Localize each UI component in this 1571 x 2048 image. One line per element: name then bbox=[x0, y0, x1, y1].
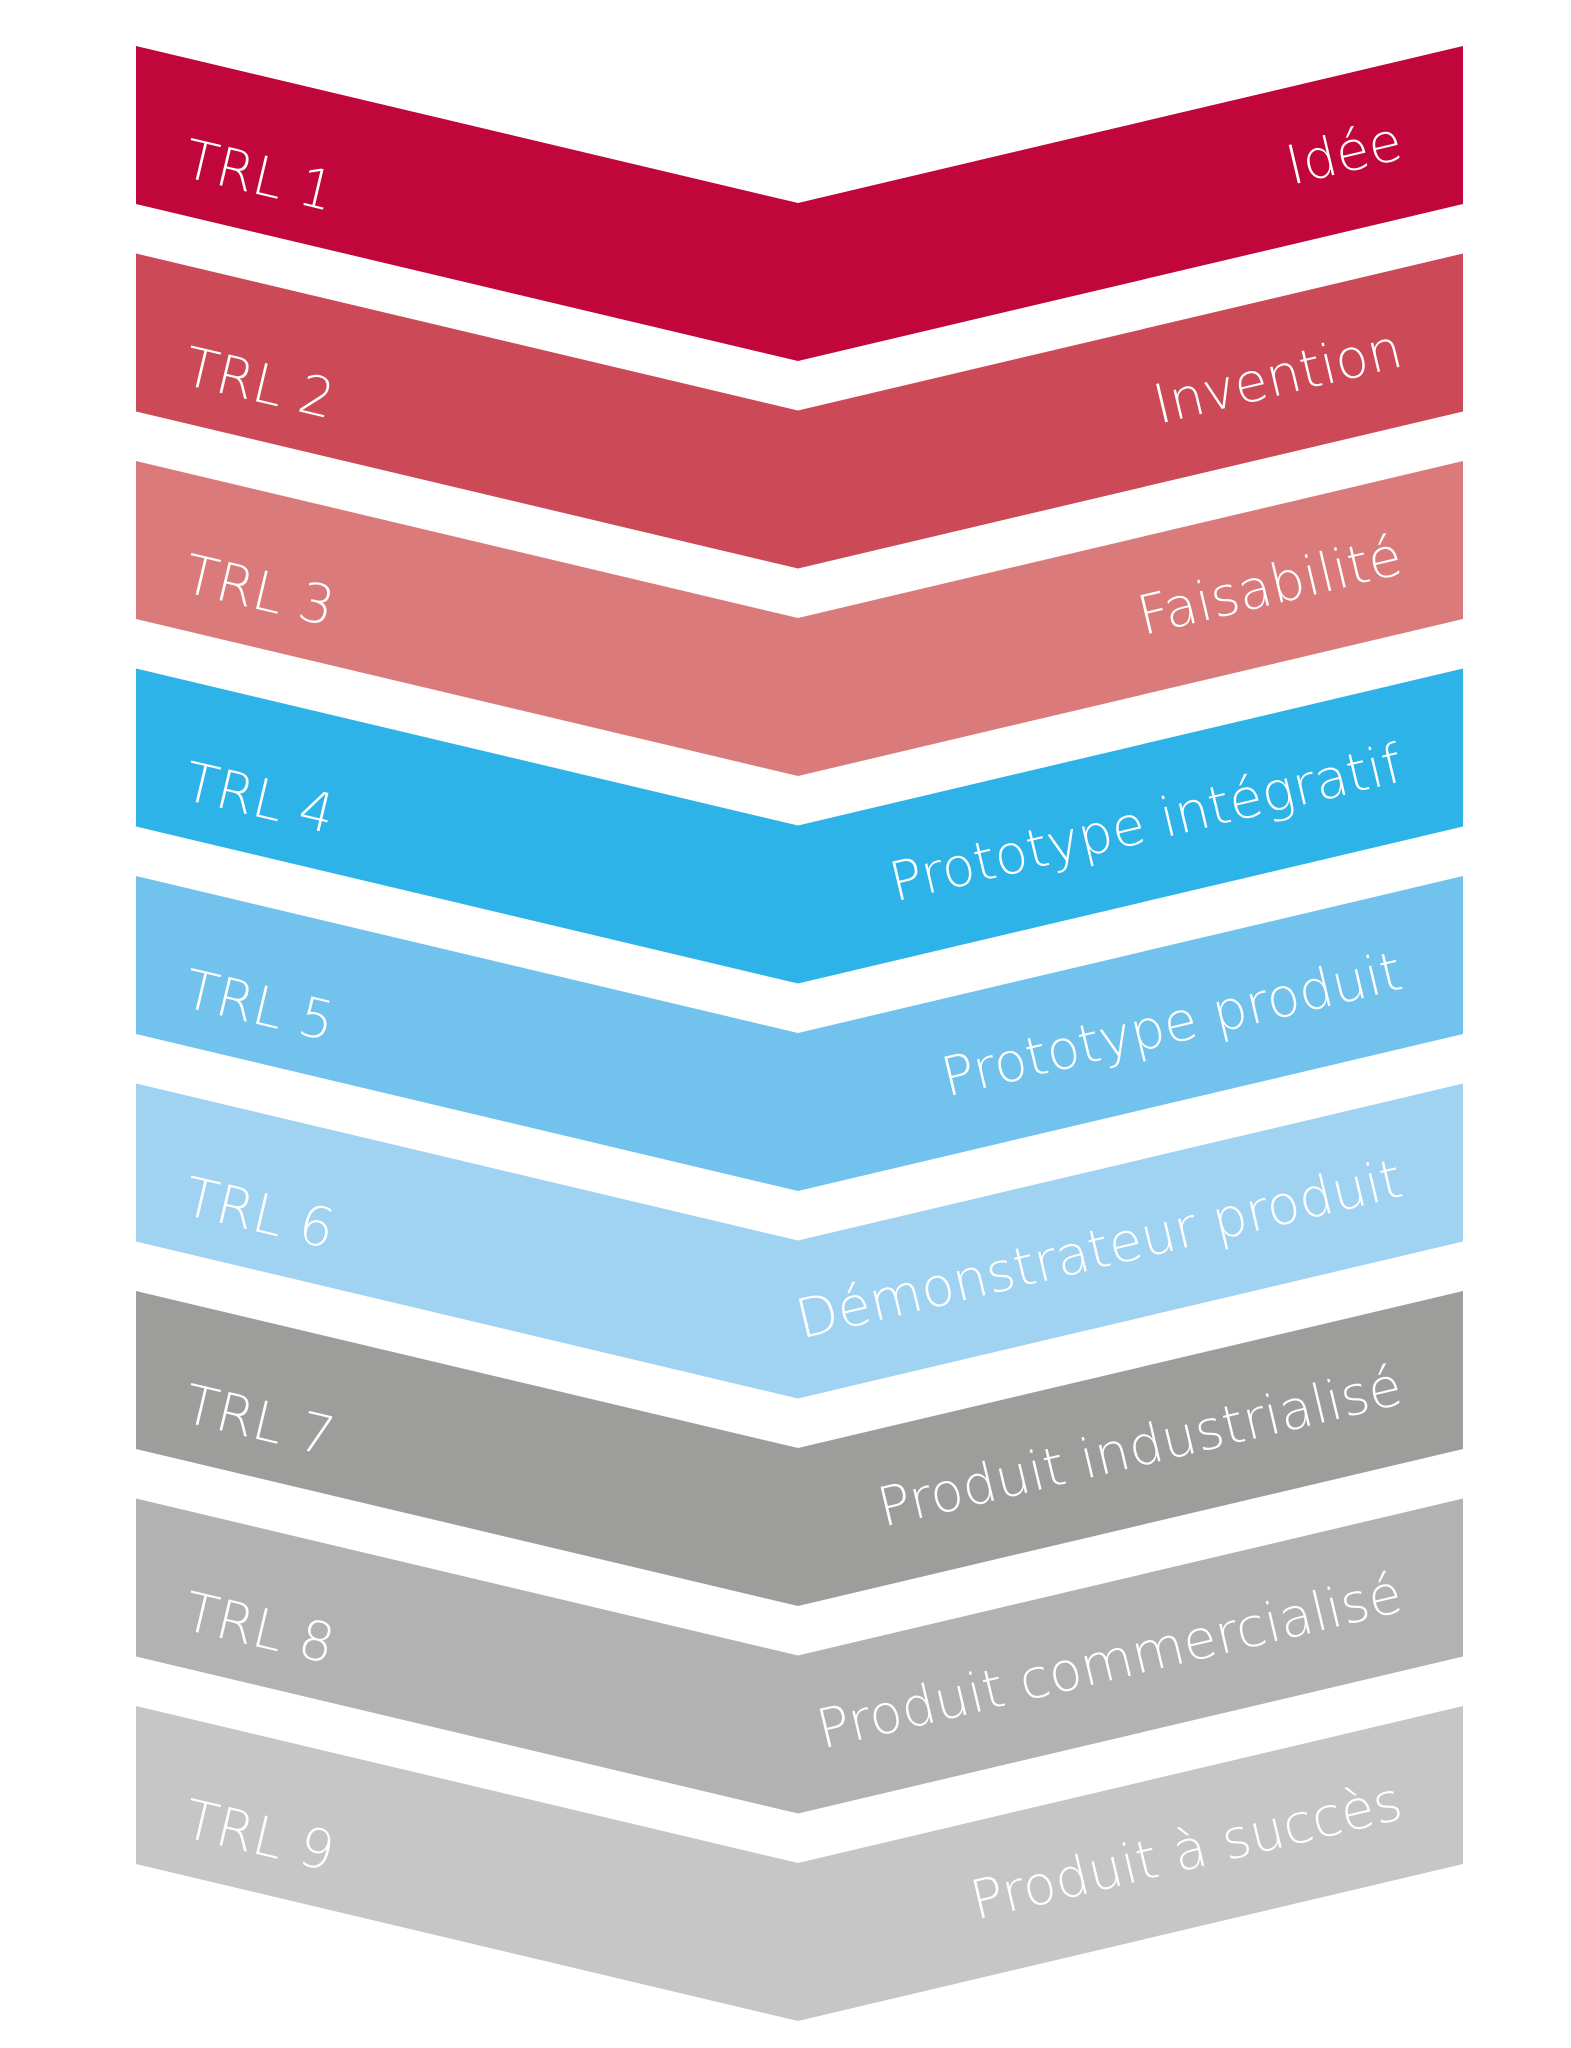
chevron bbox=[136, 1291, 1463, 1606]
chevron bbox=[136, 1498, 1463, 1814]
chevron bbox=[136, 876, 1463, 1191]
chevron bbox=[136, 461, 1463, 776]
chevron bbox=[136, 1083, 1463, 1399]
chevron bbox=[136, 668, 1463, 984]
chevron bbox=[136, 46, 1463, 361]
chevron bbox=[136, 253, 1463, 569]
chevron bbox=[136, 1706, 1463, 2021]
